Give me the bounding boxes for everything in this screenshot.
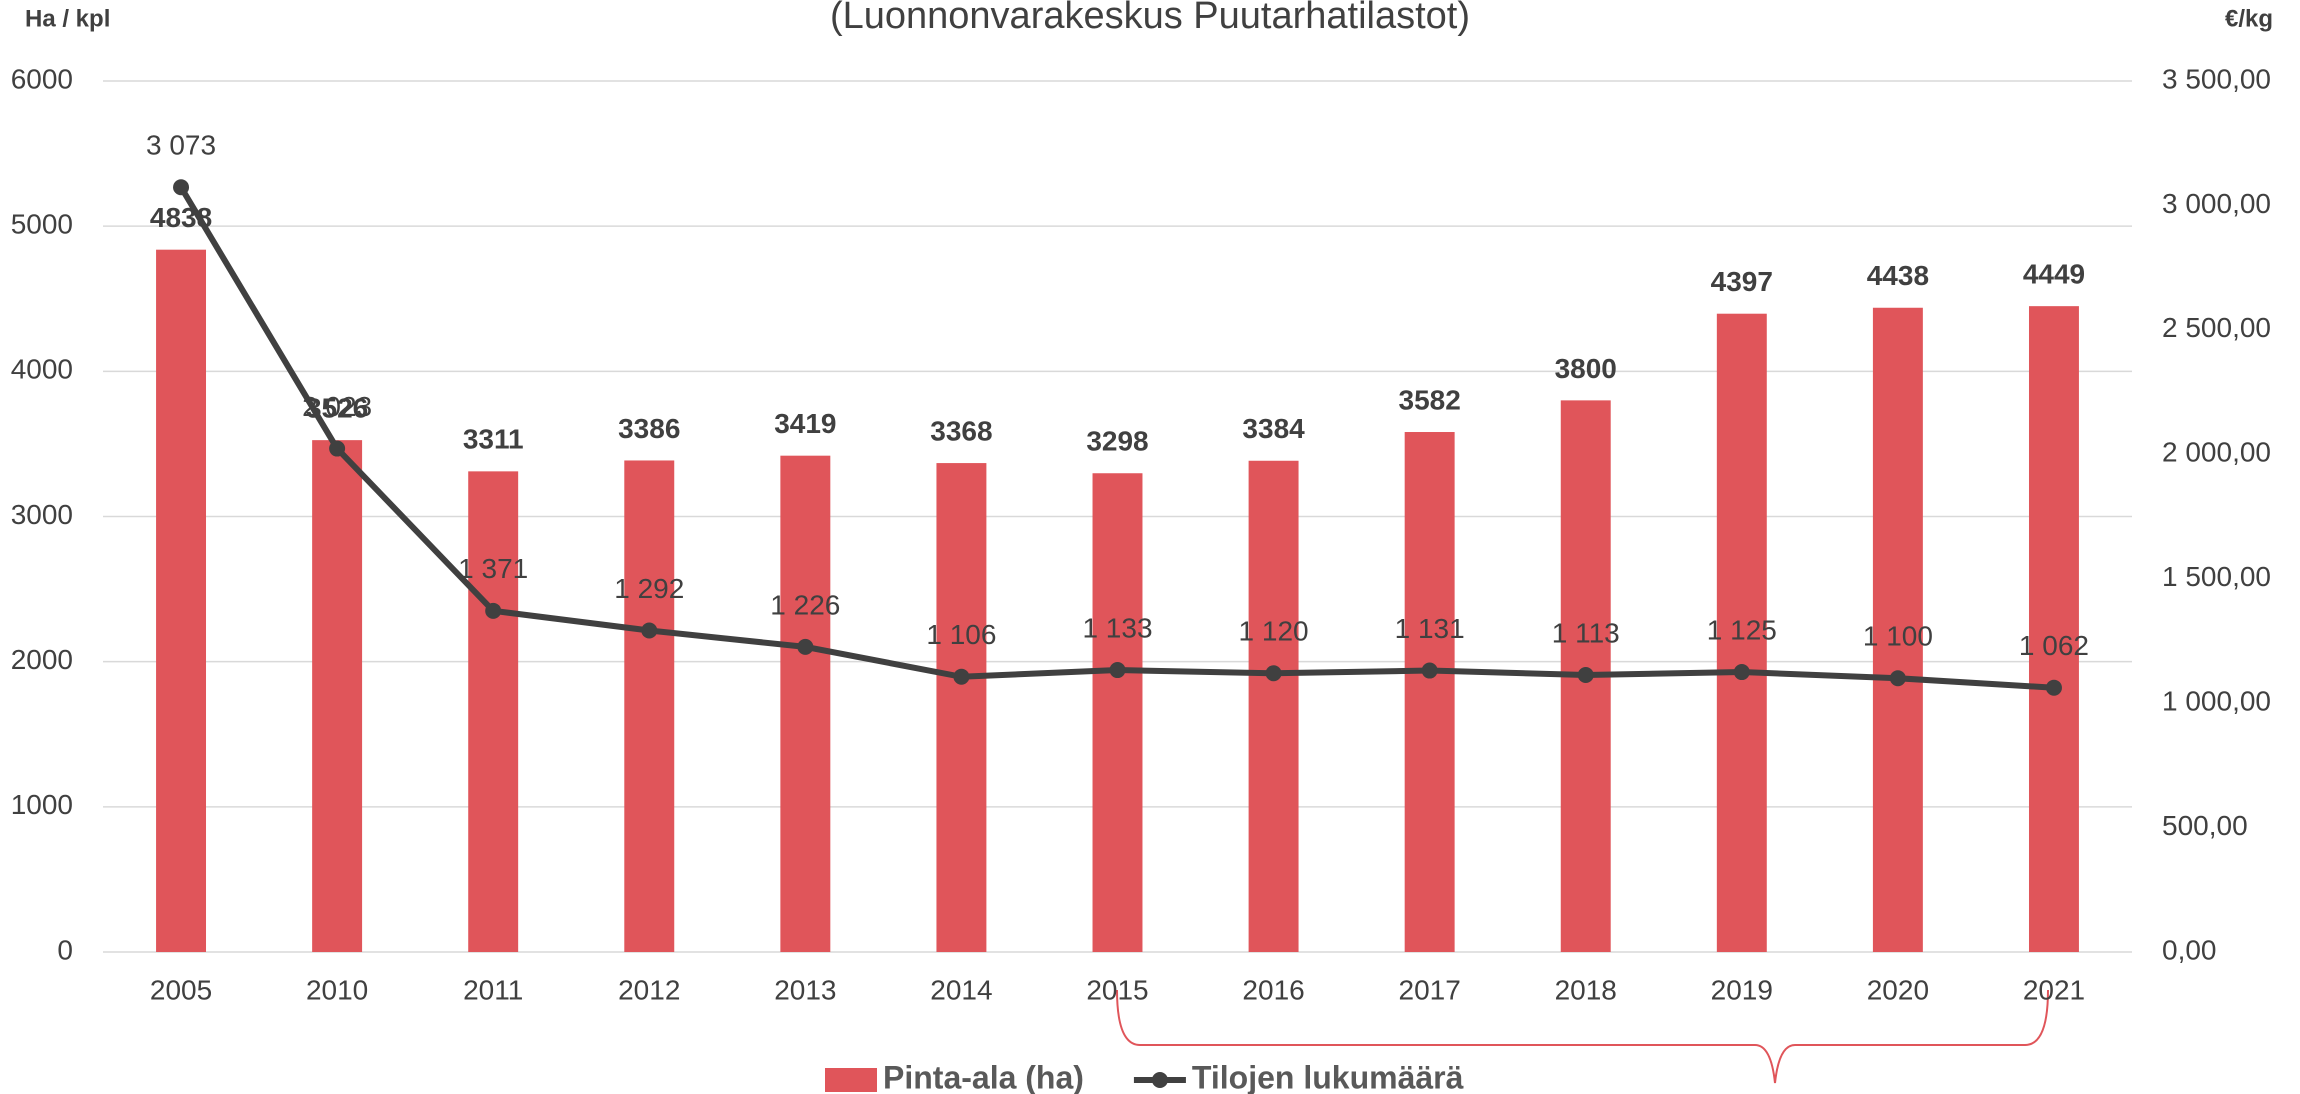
line-label: 1 113 <box>1552 617 1620 648</box>
y-tick-label: 4000 <box>11 354 73 385</box>
y2-tick-label: 0,00 <box>2162 934 2217 965</box>
y2-tick-label: 1 000,00 <box>2162 686 2271 717</box>
x-tick-label: 2020 <box>1867 974 1929 1005</box>
x-tick-label: 2011 <box>463 974 523 1005</box>
bar <box>2028 306 2079 952</box>
bar-label: 3368 <box>930 415 992 446</box>
line-label: 1 062 <box>2019 630 2089 661</box>
line-label: 1 292 <box>614 573 684 604</box>
y2-tick-label: 3 500,00 <box>2162 63 2271 94</box>
line-point <box>1889 670 1906 687</box>
line-label: 1 133 <box>1082 612 1152 643</box>
x-tick-label: 2012 <box>618 974 680 1005</box>
legend-swatch-point <box>1151 1072 1168 1088</box>
bar <box>780 455 831 952</box>
line-point <box>1421 662 1438 679</box>
y2-axis-label: €/kg <box>2225 5 2273 32</box>
line-label: 1 120 <box>1239 616 1309 647</box>
y2-tick-label: 2 000,00 <box>2162 437 2271 468</box>
bar <box>468 471 519 952</box>
bar <box>156 249 207 953</box>
line-point <box>1109 662 1126 679</box>
bar-label: 3800 <box>1555 353 1617 384</box>
line-label: 1 100 <box>1863 621 1933 652</box>
line-point <box>2045 679 2062 696</box>
x-tick-label: 2014 <box>930 974 992 1005</box>
bar-label: 4449 <box>2023 259 2085 290</box>
x-tick-label: 2016 <box>1242 974 1304 1005</box>
y2-tick-label: 1 500,00 <box>2162 561 2271 592</box>
legend-label: Pinta-ala (ha) <box>883 1059 1084 1094</box>
line-point <box>329 440 346 457</box>
line-point <box>1733 664 1750 681</box>
legend-label: Tilojen lukumäärä <box>1192 1059 1464 1094</box>
bar-label: 3582 <box>1399 384 1461 415</box>
y2-tick-label: 500,00 <box>2162 810 2248 841</box>
x-tick-label: 2018 <box>1555 974 1617 1005</box>
line-point <box>641 622 658 639</box>
line-label: 1 226 <box>770 589 840 620</box>
bar-label: 3298 <box>1086 426 1148 457</box>
line-point <box>1265 665 1282 682</box>
bar <box>1404 432 1455 952</box>
line-label: 2 023 <box>302 391 372 422</box>
bar <box>1872 307 1923 952</box>
bar <box>936 463 987 952</box>
y2-tick-label: 2 500,00 <box>2162 312 2271 343</box>
line-label: 1 131 <box>1395 613 1465 644</box>
x-tick-label: 2021 <box>2023 974 2085 1005</box>
x-tick-label: 2019 <box>1711 974 1773 1005</box>
x-tick-label: 2015 <box>1086 974 1148 1005</box>
chart-title: (Luonnonvarakeskus Puutarhatilastot) <box>830 0 1470 37</box>
y-tick-label: 0 <box>57 934 73 965</box>
bar-label: 3419 <box>774 408 836 439</box>
line-label: 1 371 <box>458 553 528 584</box>
bar-label: 4438 <box>1867 260 1929 291</box>
line-point <box>173 179 190 196</box>
bar-label: 3386 <box>618 413 680 444</box>
x-tick-label: 2005 <box>150 974 212 1005</box>
line-label: 3 073 <box>146 130 216 161</box>
legend-swatch <box>825 1068 877 1092</box>
y-tick-label: 5000 <box>11 209 73 240</box>
line-point <box>797 638 814 655</box>
y-tick-label: 1000 <box>11 789 73 820</box>
y-tick-label: 6000 <box>11 63 73 94</box>
y2-tick-label: 3 000,00 <box>2162 188 2271 219</box>
bar <box>624 460 675 952</box>
line-label: 1 106 <box>926 619 996 650</box>
x-tick-label: 2013 <box>774 974 836 1005</box>
bar <box>1092 473 1143 952</box>
x-tick-label: 2017 <box>1399 974 1461 1005</box>
y-tick-label: 2000 <box>11 644 73 675</box>
bracket <box>1116 989 2049 1084</box>
bar-label: 3311 <box>463 424 524 455</box>
bar <box>312 440 363 952</box>
bar-label: 3384 <box>1242 413 1305 444</box>
line-label: 1 125 <box>1707 614 1777 645</box>
y-tick-label: 3000 <box>11 499 73 530</box>
bar-label: 4397 <box>1711 266 1773 297</box>
line-point <box>1577 667 1594 684</box>
line-point <box>485 602 502 619</box>
bar <box>1248 460 1299 952</box>
x-tick-label: 2010 <box>306 974 368 1005</box>
bar <box>1716 313 1767 953</box>
y-axis-label: Ha / kpl <box>25 5 110 32</box>
line-point <box>953 668 970 685</box>
